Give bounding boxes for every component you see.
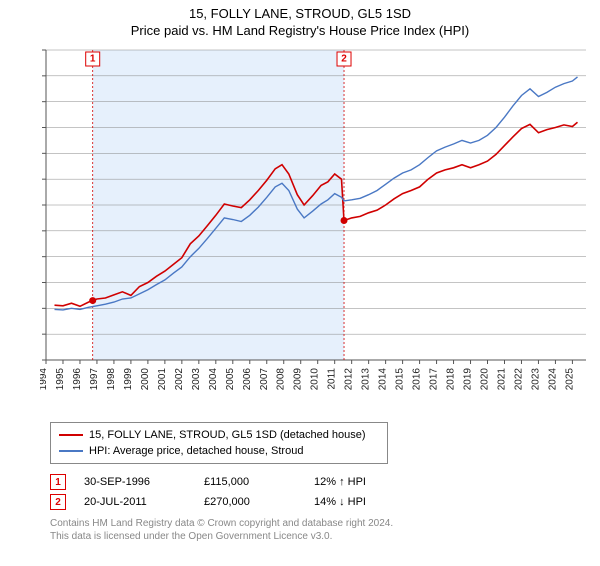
legend-label: 15, FOLLY LANE, STROUD, GL5 1SD (detache… — [89, 429, 366, 441]
svg-text:1999: 1999 — [123, 368, 134, 391]
event-row: 1 30-SEP-1996 £115,000 12% ↑ HPI — [50, 472, 600, 492]
svg-text:2021: 2021 — [496, 368, 507, 391]
footnote: Contains HM Land Registry data © Crown c… — [50, 518, 600, 543]
svg-text:2006: 2006 — [242, 368, 253, 391]
svg-text:2013: 2013 — [361, 368, 372, 391]
svg-text:2017: 2017 — [429, 368, 440, 391]
svg-text:2015: 2015 — [395, 368, 406, 391]
footnote-line: This data is licensed under the Open Gov… — [50, 531, 600, 544]
svg-text:2: 2 — [341, 54, 347, 65]
svg-text:2019: 2019 — [463, 368, 474, 391]
svg-text:1994: 1994 — [40, 368, 49, 391]
svg-text:2022: 2022 — [513, 368, 524, 391]
svg-text:2002: 2002 — [174, 368, 185, 391]
svg-text:2020: 2020 — [480, 368, 491, 391]
svg-text:2005: 2005 — [225, 368, 236, 391]
svg-text:1: 1 — [90, 54, 96, 65]
legend-label: HPI: Average price, detached house, Stro… — [89, 445, 303, 457]
svg-text:2004: 2004 — [208, 368, 219, 391]
svg-text:2001: 2001 — [157, 368, 168, 391]
svg-text:2003: 2003 — [191, 368, 202, 391]
line-chart: £0£50K£100K£150K£200K£250K£300K£350K£400… — [40, 42, 600, 412]
event-table: 1 30-SEP-1996 £115,000 12% ↑ HPI 2 20-JU… — [50, 472, 600, 512]
chart-container: 15, FOLLY LANE, STROUD, GL5 1SD Price pa… — [0, 6, 600, 566]
svg-text:2014: 2014 — [378, 368, 389, 391]
title-subtitle: Price paid vs. HM Land Registry's House … — [0, 23, 600, 38]
svg-text:2016: 2016 — [412, 368, 423, 391]
event-price: £115,000 — [204, 476, 314, 488]
svg-text:2007: 2007 — [259, 368, 270, 391]
event-price: £270,000 — [204, 496, 314, 508]
event-hpi: 14% ↓ HPI — [314, 496, 434, 508]
svg-text:2000: 2000 — [140, 368, 151, 391]
footnote-line: Contains HM Land Registry data © Crown c… — [50, 518, 600, 531]
event-marker: 2 — [50, 494, 66, 510]
event-marker: 1 — [50, 474, 66, 490]
event-row: 2 20-JUL-2011 £270,000 14% ↓ HPI — [50, 492, 600, 512]
svg-text:1997: 1997 — [89, 368, 100, 391]
svg-text:2018: 2018 — [446, 368, 457, 391]
event-date: 30-SEP-1996 — [84, 476, 204, 488]
svg-text:2023: 2023 — [530, 368, 541, 391]
event-hpi: 12% ↑ HPI — [314, 476, 434, 488]
legend-swatch — [59, 434, 83, 436]
svg-text:2008: 2008 — [276, 368, 287, 391]
legend-item: HPI: Average price, detached house, Stro… — [59, 443, 379, 459]
svg-text:2009: 2009 — [293, 368, 304, 391]
svg-text:1996: 1996 — [72, 368, 83, 391]
legend-item: 15, FOLLY LANE, STROUD, GL5 1SD (detache… — [59, 427, 379, 443]
svg-text:2012: 2012 — [344, 368, 355, 391]
svg-text:2011: 2011 — [327, 368, 338, 390]
legend: 15, FOLLY LANE, STROUD, GL5 1SD (detache… — [50, 422, 388, 464]
event-date: 20-JUL-2011 — [84, 496, 204, 508]
legend-swatch — [59, 450, 83, 452]
svg-text:2024: 2024 — [547, 368, 558, 391]
svg-text:1998: 1998 — [106, 368, 117, 391]
svg-text:2010: 2010 — [310, 368, 321, 391]
svg-text:2025: 2025 — [564, 368, 575, 391]
svg-text:1995: 1995 — [55, 368, 66, 391]
title-address: 15, FOLLY LANE, STROUD, GL5 1SD — [0, 6, 600, 21]
chart-area: £0£50K£100K£150K£200K£250K£300K£350K£400… — [40, 42, 600, 412]
